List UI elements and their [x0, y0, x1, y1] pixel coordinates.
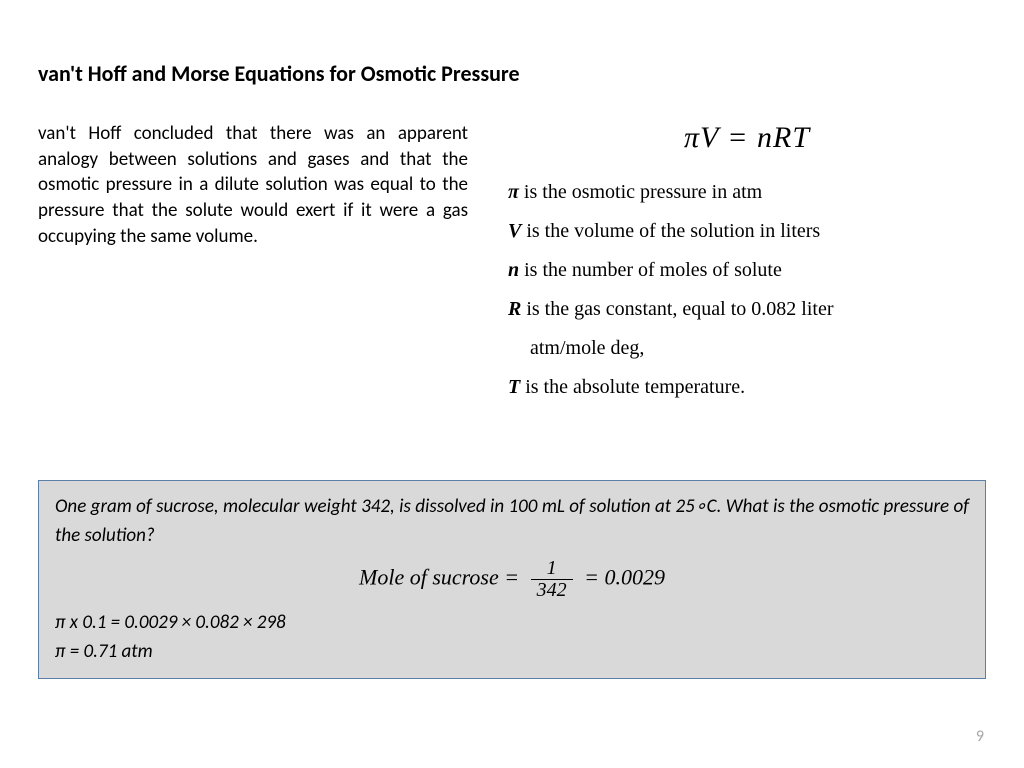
- sym-t: T: [508, 376, 520, 398]
- sym-pi: π: [508, 181, 519, 203]
- def-n: n is the number of moles of solute: [508, 251, 986, 290]
- page-number: 9: [976, 727, 984, 746]
- variable-definitions: π is the osmotic pressure in atm V is th…: [508, 173, 986, 407]
- def-n-text: is the number of moles of solute: [519, 259, 782, 281]
- sym-r: R: [508, 298, 521, 320]
- intro-paragraph: van't Hoff concluded that there was an a…: [38, 121, 468, 407]
- example-box: One gram of sucrose, molecular weight 34…: [38, 480, 986, 679]
- fraction: 1 342: [531, 558, 573, 601]
- fraction-denominator: 342: [531, 580, 573, 601]
- mole-result: = 0.0029: [584, 565, 665, 590]
- def-pi: π is the osmotic pressure in atm: [508, 173, 986, 212]
- def-r: R is the gas constant, equal to 0.082 li…: [508, 290, 986, 329]
- def-r-text: is the gas constant, equal to 0.082 lite…: [521, 298, 833, 320]
- def-t-text: is the absolute temperature.: [520, 376, 745, 398]
- example-prompt: One gram of sucrose, molecular weight 34…: [55, 493, 969, 550]
- equation-column: πV = nRT π is the osmotic pressure in at…: [508, 121, 986, 407]
- example-answer: π = 0.71 atm: [55, 638, 969, 667]
- vant-hoff-equation: πV = nRT: [508, 121, 986, 155]
- example-mole-equation: Mole of sucrose = 1 342 = 0.0029: [55, 558, 969, 601]
- page-title: van't Hoff and Morse Equations for Osmot…: [38, 60, 986, 87]
- fraction-numerator: 1: [531, 558, 573, 580]
- def-t: T is the absolute temperature.: [508, 368, 986, 407]
- def-v-text: is the volume of the solution in liters: [521, 220, 820, 242]
- sym-v: V: [508, 220, 521, 242]
- sym-n: n: [508, 259, 519, 281]
- mole-label: Mole of sucrose =: [359, 565, 519, 590]
- example-calc-line: π x 0.1 = 0.0029 × 0.082 × 298: [55, 609, 969, 638]
- def-v: V is the volume of the solution in liter…: [508, 212, 986, 251]
- def-pi-text: is the osmotic pressure in atm: [519, 181, 762, 203]
- def-r-cont: atm/mole deg,: [508, 329, 986, 368]
- content-columns: van't Hoff concluded that there was an a…: [38, 121, 986, 407]
